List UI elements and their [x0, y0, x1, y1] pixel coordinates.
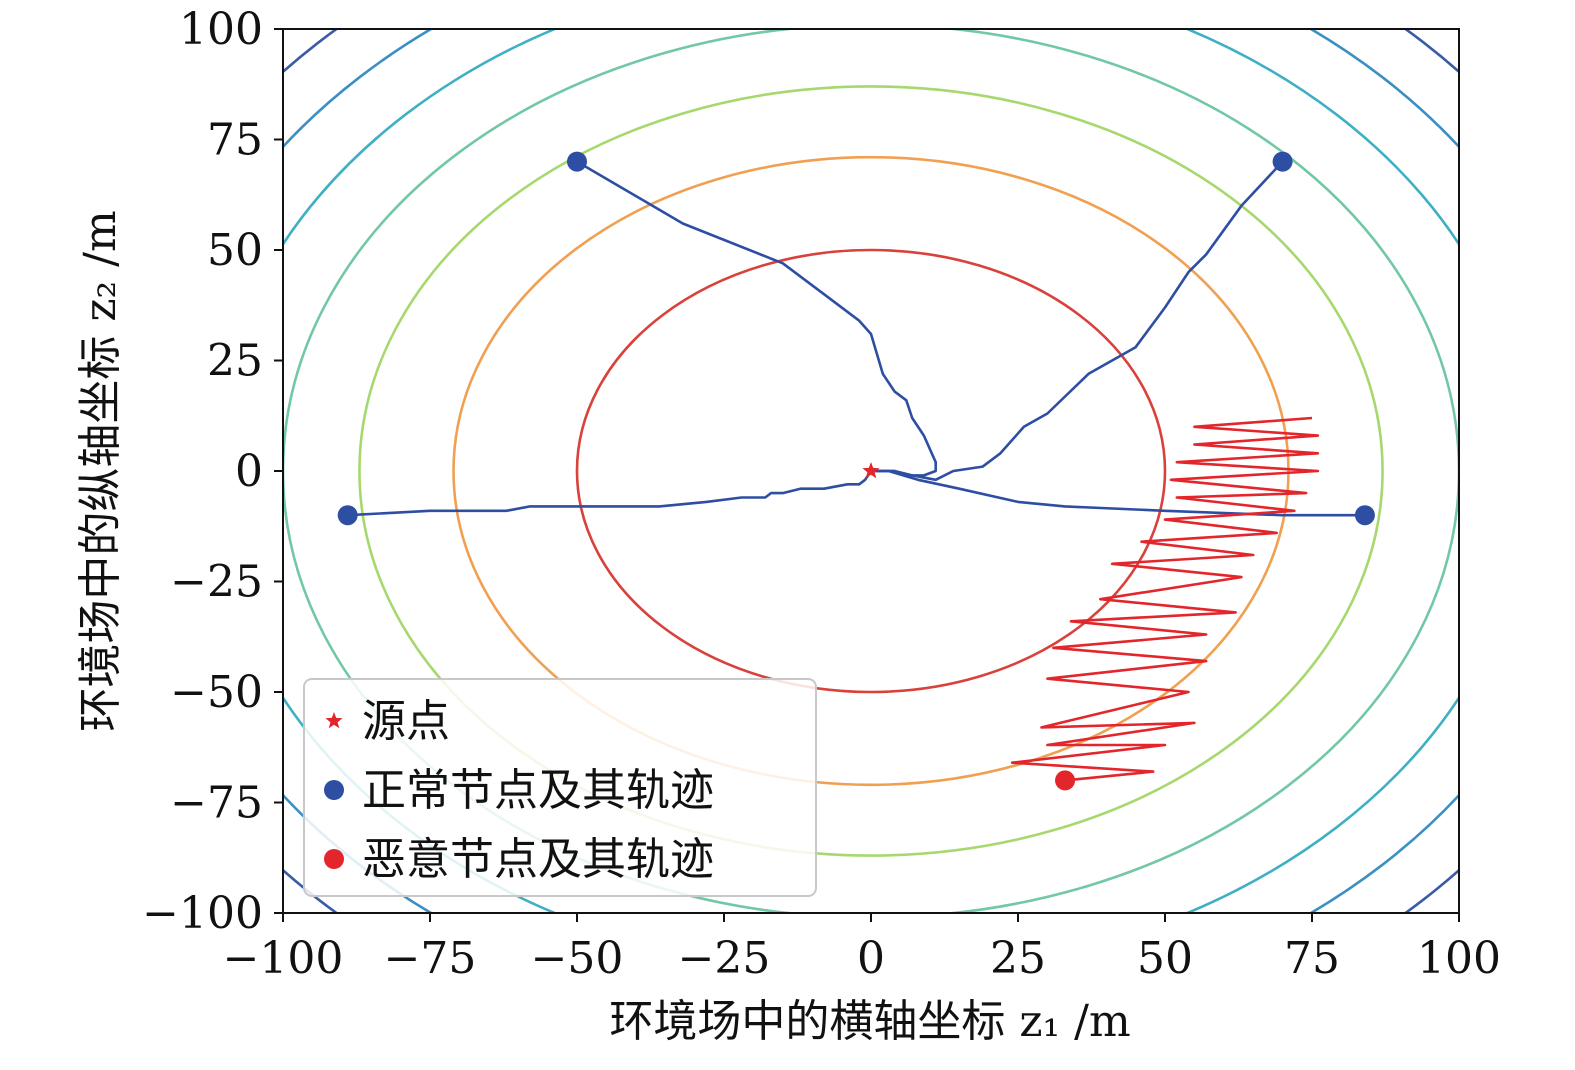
- x-tick-label: 75: [1284, 933, 1340, 984]
- x-tick-label: 50: [1137, 933, 1193, 984]
- y-tick-label: 50: [207, 225, 263, 276]
- normal-trajectory: [576, 160, 938, 477]
- legend-label: 正常节点及其轨迹: [362, 765, 714, 816]
- malicious-trajectory: [1010, 416, 1320, 782]
- contour-line: [575, 248, 1167, 694]
- y-tick-label: 75: [207, 115, 263, 166]
- contour-line: [283, 29, 1459, 913]
- axis-ticks: −100 −75 −50 −25 0 25 50 75 100 −100 −75 −50 −25 0 25 5…: [142, 4, 1501, 984]
- markers: [337, 151, 1375, 791]
- legend-circle-icon: [324, 780, 344, 800]
- y-tick-label: 0: [235, 446, 263, 497]
- y-tick-label: −75: [170, 778, 263, 829]
- malicious-node-marker: [1055, 770, 1076, 791]
- legend-label: 源点: [362, 696, 450, 747]
- x-tick-label: −50: [531, 933, 624, 984]
- y-tick-label: −100: [142, 888, 263, 939]
- normal-node-marker: [1354, 505, 1375, 526]
- normal-trajectory: [871, 160, 1284, 482]
- source-star-marker: [862, 462, 880, 479]
- normal-node-marker: [567, 151, 587, 172]
- y-tick-label: −50: [170, 667, 263, 718]
- normal-node-marker: [337, 505, 358, 526]
- contour-line: [452, 155, 1290, 787]
- legend-label: 恶意节点及其轨迹: [362, 834, 714, 885]
- x-tick-label: 0: [857, 933, 885, 984]
- x-tick-label: 100: [1417, 933, 1501, 984]
- normal-node-marker: [1272, 151, 1293, 172]
- contour-lines: [283, 29, 1459, 913]
- trajectories: [347, 160, 1365, 782]
- y-axis-label: 环境场中的纵轴坐标 z₂ /m: [75, 210, 126, 731]
- x-tick-label: −75: [384, 933, 477, 984]
- normal-trajectory: [347, 470, 873, 517]
- legend-star-icon: [325, 712, 343, 729]
- contour-line: [358, 85, 1384, 857]
- y-tick-label: −25: [170, 557, 263, 608]
- legend-box: [303, 678, 817, 897]
- x-axis-label: 环境场中的横轴坐标 z₁ /m: [609, 996, 1130, 1047]
- y-tick-label: 100: [179, 4, 263, 55]
- x-tick-label: −100: [223, 933, 344, 984]
- legend-circle-icon: [324, 849, 344, 869]
- x-tick-label: −25: [678, 933, 771, 984]
- x-tick-label: 25: [990, 933, 1046, 984]
- y-tick-label: 25: [207, 336, 263, 387]
